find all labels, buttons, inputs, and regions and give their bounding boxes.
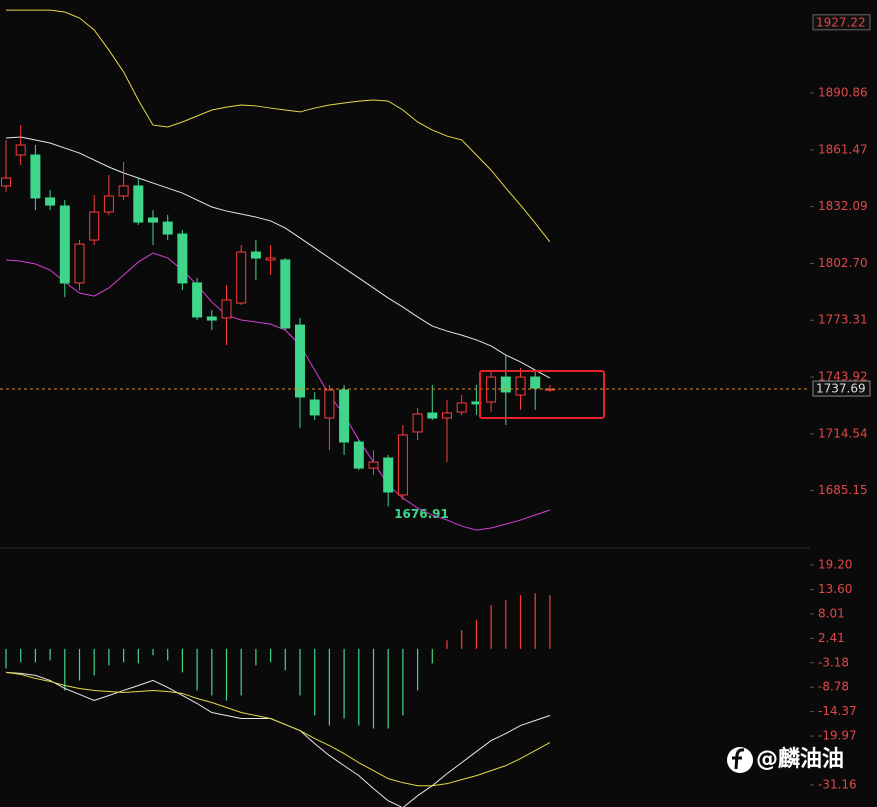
highlight-box (479, 370, 605, 419)
candle-body (192, 282, 203, 318)
candle-body (177, 233, 188, 284)
y-tick-label: 1714.54 (818, 426, 868, 440)
candle-body (412, 413, 423, 433)
y-tick-label: -3.18 (818, 655, 849, 669)
y-tick-label: -31.16 (818, 777, 857, 791)
y-tick-label: -19.97 (818, 729, 857, 743)
candle-body (89, 211, 100, 241)
y-tick-label: 1890.86 (818, 86, 868, 100)
candle-body (103, 195, 114, 213)
y-tick-label: 13.60 (818, 582, 852, 596)
y-tick-label: 1685.15 (818, 483, 868, 497)
candle-body (59, 205, 70, 284)
candle-body (530, 376, 541, 389)
candle-body (295, 324, 305, 398)
candle-body (250, 251, 261, 259)
axes: 1890.86 1861.47 1832.09 1802.70 1773.31 1743.… (810, 14, 871, 791)
y-tick-label: 1743.92 (818, 370, 868, 384)
candle-body (515, 376, 526, 396)
candle-body (324, 389, 335, 419)
candle-body (221, 299, 232, 319)
candle-body (45, 197, 56, 206)
logo (727, 747, 753, 773)
candle-body (206, 316, 217, 321)
candle-body (368, 461, 379, 469)
y-tick-label: -8.78 (818, 680, 849, 694)
candle-body (442, 412, 452, 419)
candle-body (427, 412, 438, 419)
indicator-line (5, 252, 551, 531)
logo-glyph (732, 748, 745, 770)
y-tick-label: 2.41 (818, 631, 845, 645)
candle-body (353, 441, 364, 469)
candle-body (280, 259, 291, 329)
y-tick-label: -14.37 (818, 704, 857, 718)
candle-body (133, 185, 144, 223)
candle-body (397, 434, 408, 496)
candle-body (500, 376, 511, 393)
top-marker-box (812, 14, 871, 31)
candle-body (162, 221, 173, 235)
candle-body (339, 389, 350, 443)
indicator-line (5, 136, 551, 379)
y-tick-label: 1773.31 (818, 313, 868, 327)
last-price-label: 1737.69 (816, 382, 866, 396)
candle-body (118, 185, 129, 197)
candle-body (148, 217, 158, 223)
candle-body (309, 399, 320, 416)
watermark-text: @麟油油 (756, 746, 844, 772)
y-tick-label: 1861.47 (818, 142, 868, 156)
y-tick-label: 19.20 (818, 558, 852, 572)
indicator-line (5, 671, 551, 787)
candle-body (1, 177, 11, 187)
candle-body (383, 457, 394, 493)
candle-body (30, 154, 41, 199)
candle-body (74, 243, 85, 284)
candle-body (265, 257, 276, 261)
indicator-line (6, 9, 551, 243)
candle-body (236, 251, 247, 304)
macd-pane (5, 593, 551, 807)
y-tick-label: 1832.09 (818, 199, 868, 213)
y-tick-label: 8.01 (818, 606, 845, 620)
low-label: 1676.91 (394, 507, 449, 521)
candle-body (456, 402, 467, 413)
watermark: @麟油油 (727, 746, 844, 773)
top-marker-label: 1927.22 (816, 15, 866, 29)
y-tick-label: 1802.70 (818, 256, 868, 270)
last-price-box (812, 380, 871, 397)
candle-body (15, 144, 26, 156)
price-pane: 1676.91 (0, 9, 810, 531)
